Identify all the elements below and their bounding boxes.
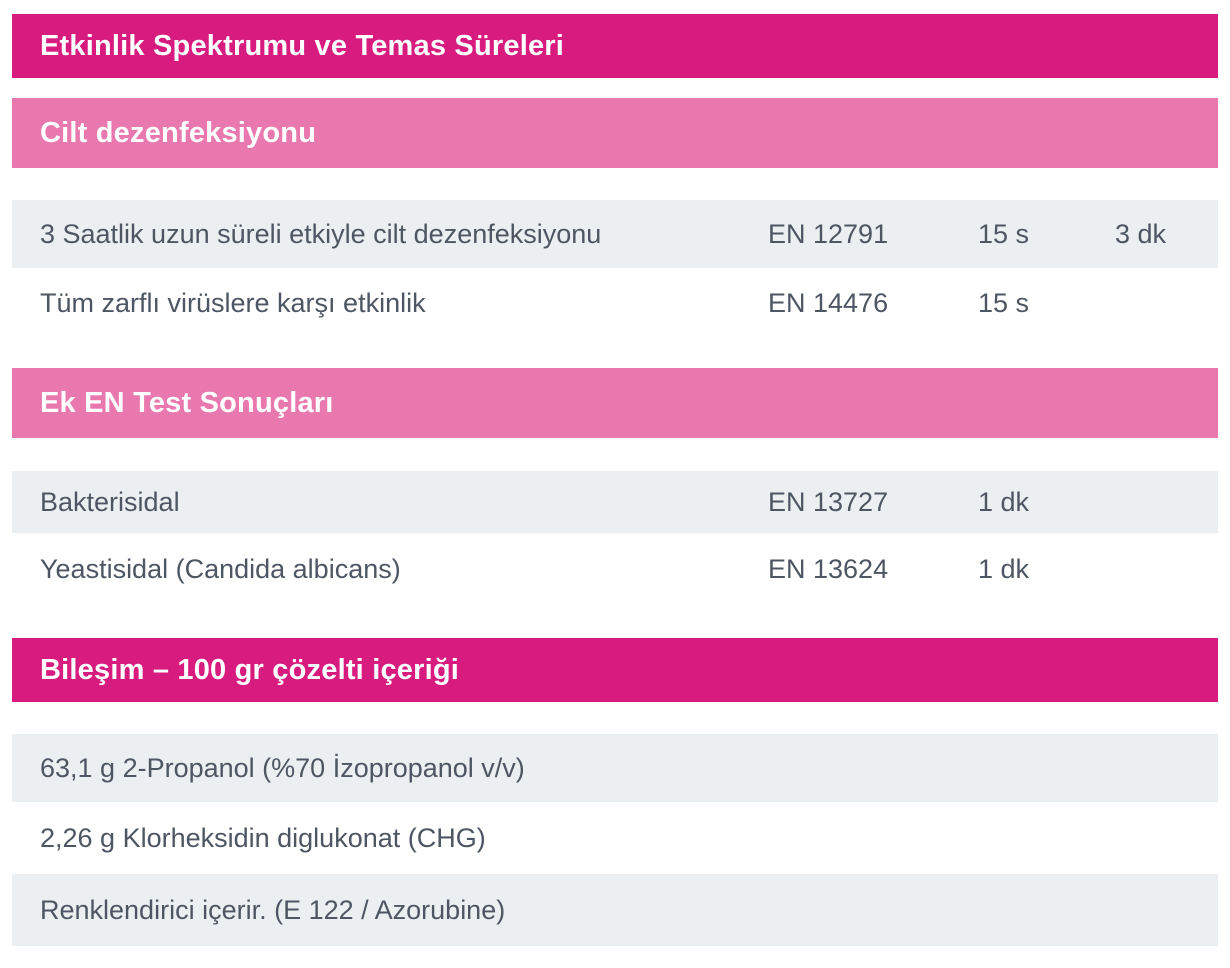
section-header-activity-spectrum-label: Etkinlik Spektrumu ve Temas Süreleri xyxy=(40,29,565,62)
subsection-header-skin-disinfection: Cilt dezenfeksiyonu xyxy=(12,98,1218,168)
table-row-skin-2: Tüm zarflı virüslere karşı etkinlik EN 1… xyxy=(12,268,1218,338)
table-row-composition-1: 63,1 g 2-Propanol (%70 İzopropanol v/v) xyxy=(12,734,1218,802)
row-time: 15 s xyxy=(978,287,1030,318)
row-time-2: 3 dk xyxy=(1115,218,1167,249)
row-label: Yeastisidal (Candida albicans) xyxy=(40,553,401,584)
subsection-header-skin-disinfection-label: Cilt dezenfeksiyonu xyxy=(40,116,317,149)
row-label: Tüm zarflı virüslere karşı etkinlik xyxy=(40,287,426,318)
row-time: 15 s xyxy=(978,218,1030,249)
row-standard: EN 12791 xyxy=(768,218,889,249)
row-label: Bakterisidal xyxy=(40,486,180,517)
section-header-composition-label: Bileşim – 100 gr çözelti içeriği xyxy=(40,653,460,686)
row-standard: EN 13624 xyxy=(768,553,889,584)
row-time: 1 dk xyxy=(978,553,1030,584)
row-label: Renklendirici içerir. (E 122 / Azorubine… xyxy=(40,894,506,925)
row-label: 3 Saatlik uzun süreli etkiyle cilt dezen… xyxy=(40,218,602,249)
row-time: 1 dk xyxy=(978,486,1030,517)
table-row-composition-3: Renklendirici içerir. (E 122 / Azorubine… xyxy=(12,874,1218,946)
subsection-header-extra-en-tests-label: Ek EN Test Sonuçları xyxy=(40,386,334,419)
row-label: 63,1 g 2-Propanol (%70 İzopropanol v/v) xyxy=(40,752,525,783)
section-header-activity-spectrum: Etkinlik Spektrumu ve Temas Süreleri xyxy=(12,14,1218,78)
subsection-header-extra-en-tests: Ek EN Test Sonuçları xyxy=(12,368,1218,438)
table-row-skin-1: 3 Saatlik uzun süreli etkiyle cilt dezen… xyxy=(12,200,1218,268)
table-row-composition-2: 2,26 g Klorheksidin diglukonat (CHG) xyxy=(12,802,1218,874)
row-label: 2,26 g Klorheksidin diglukonat (CHG) xyxy=(40,822,486,853)
row-standard: EN 13727 xyxy=(768,486,889,517)
section-header-composition: Bileşim – 100 gr çözelti içeriği xyxy=(12,638,1218,702)
table-row-extra-2: Yeastisidal (Candida albicans) EN 13624 … xyxy=(12,533,1218,605)
table-row-extra-1: Bakterisidal EN 13727 1 dk xyxy=(12,471,1218,533)
row-standard: EN 14476 xyxy=(768,287,889,318)
